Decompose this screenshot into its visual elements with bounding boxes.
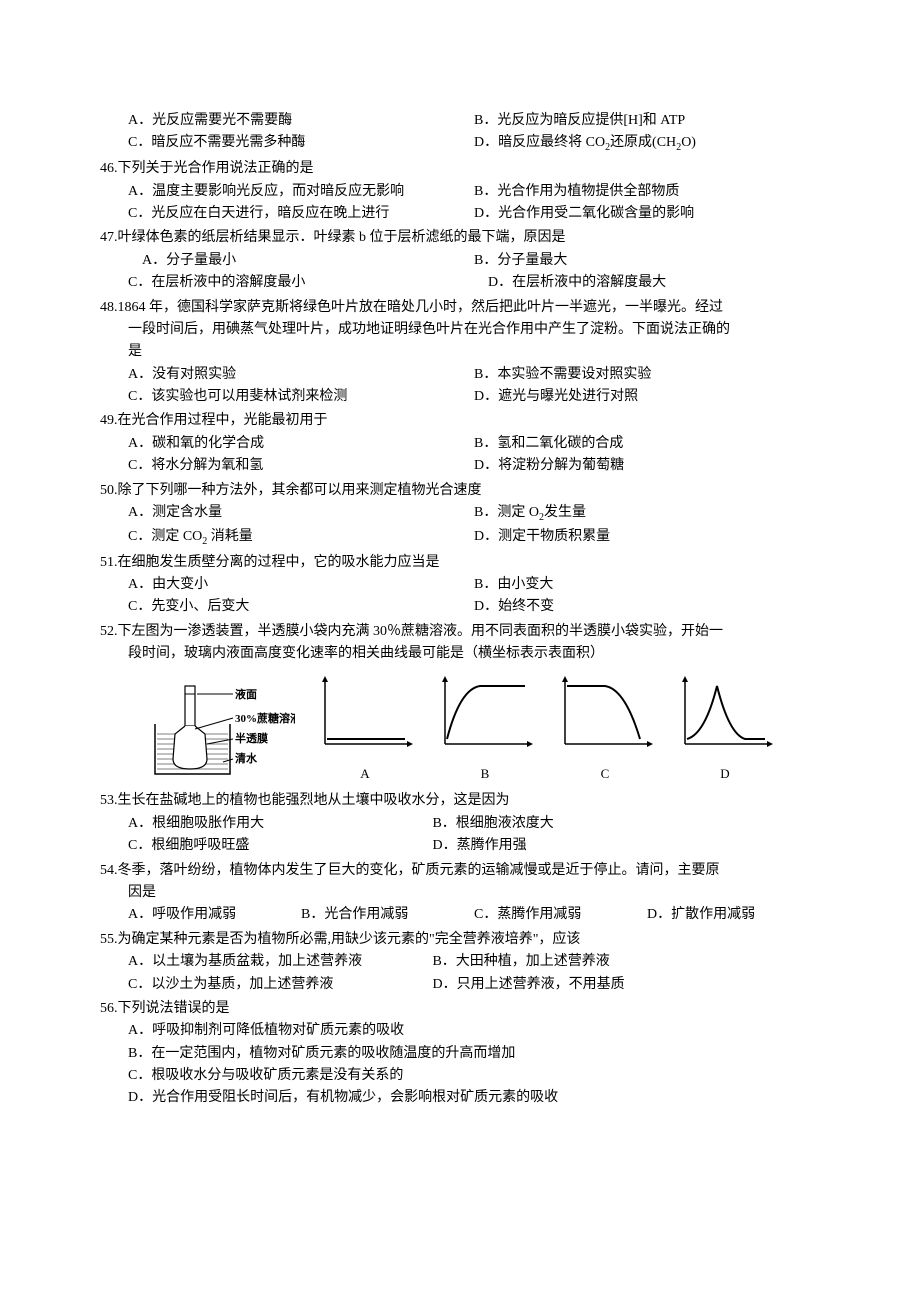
option-a: A．呼吸作用减弱 xyxy=(128,904,301,926)
option-a: A．温度主要影响光反应，而对暗反应无影响 xyxy=(128,181,474,203)
option-b: B．本实验不需要设对照实验 xyxy=(474,364,820,386)
question-text-cont: 是 xyxy=(100,341,820,363)
question-54: 54.冬季，落叶纷纷，植物体内发生了巨大的变化，矿质元素的运输减慢或是近于停止。… xyxy=(100,860,820,927)
option-d: D．将淀粉分解为葡萄糖 xyxy=(474,455,820,477)
option-d: D．蒸腾作用强 xyxy=(432,835,526,857)
chart-d: D xyxy=(675,674,775,785)
option-d: D．测定干物质积累量 xyxy=(474,526,820,550)
question-56: 56.下列说法错误的是 A．呼吸抑制剂可降低植物对矿质元素的吸收 B．在一定范围… xyxy=(100,998,820,1110)
question-text: 51.在细胞发生质壁分离的过程中，它的吸水能力应当是 xyxy=(100,552,820,574)
option-d: D．遮光与曝光处进行对照 xyxy=(474,386,820,408)
question-text: 56.下列说法错误的是 xyxy=(100,998,820,1020)
question-52: 52.下左图为一渗透装置，半透膜小袋内充满 30％蔗糖溶液。用不同表面积的半透膜… xyxy=(100,621,820,789)
option-d: D．扩散作用减弱 xyxy=(647,904,820,926)
option-d: D．只用上述营养液，不用基质 xyxy=(432,974,624,996)
question-48: 48.1864 年，德国科学家萨克斯将绿色叶片放在暗处几小时，然后把此叶片一半遮… xyxy=(100,297,820,409)
question-49: 49.在光合作用过程中，光能最初用于 A．碳和氧的化学合成 B．氢和二氧化碳的合… xyxy=(100,410,820,477)
option-a: A．分子量最小 xyxy=(128,250,474,272)
option-d: D．始终不变 xyxy=(474,596,820,618)
label-membrane: 半透膜 xyxy=(235,731,268,745)
question-text: 52.下左图为一渗透装置，半透膜小袋内充满 30％蔗糖溶液。用不同表面积的半透膜… xyxy=(100,621,820,643)
option-c: C．以沙土为基质，加上述营养液 xyxy=(128,974,432,996)
chart-c: C xyxy=(555,674,655,785)
question-text-cont: 因是 xyxy=(100,882,820,904)
option-b: B．光合作用为植物提供全部物质 xyxy=(474,181,820,203)
question-45: A．光反应需要光不需要酶 B．光反应为暗反应提供[H]和 ATP C．暗反应不需… xyxy=(100,110,820,156)
option-b: B．光合作用减弱 xyxy=(301,904,474,926)
question-text: 46.下列关于光合作用说法正确的是 xyxy=(100,158,820,180)
option-d: D．在层析液中的溶解度最大 xyxy=(474,272,820,294)
option-a: A．根细胞吸胀作用大 xyxy=(128,813,432,835)
option-c: C．光反应在白天进行，暗反应在晚上进行 xyxy=(128,203,474,225)
question-text: 50.除了下列哪一种方法外，其余都可以用来测定植物光合速度 xyxy=(100,480,820,502)
question-51: 51.在细胞发生质壁分离的过程中，它的吸水能力应当是 A．由大变小 B．由小变大… xyxy=(100,552,820,619)
chart-a: A xyxy=(315,674,415,785)
option-b: B．在一定范围内，植物对矿质元素的吸收随温度的升高而增加 xyxy=(128,1043,515,1065)
question-text: 53.生长在盐碱地上的植物也能强烈地从土壤中吸收水分，这是因为 xyxy=(100,790,820,812)
option-a: A．没有对照实验 xyxy=(128,364,474,386)
option-b: B．测定 O2发生量 xyxy=(474,502,820,526)
question-text: 47.叶绿体色素的纸层析结果显示．叶绿素 b 位于层析滤纸的最下端，原因是 xyxy=(100,227,820,249)
option-c: C．蒸腾作用减弱 xyxy=(474,904,647,926)
label-water: 清水 xyxy=(235,751,258,765)
question-text: 55.为确定某种元素是否为植物所必需,用缺少该元素的"完全营养液培养"，应该 xyxy=(100,929,820,951)
option-a: A．以土壤为基质盆栽，加上述营养液 xyxy=(128,951,432,973)
option-b: B．大田种植，加上述营养液 xyxy=(432,951,609,973)
question-text: 48.1864 年，德国科学家萨克斯将绿色叶片放在暗处几小时，然后把此叶片一半遮… xyxy=(100,297,820,319)
question-text-cont: 一段时间后，用碘蒸气处理叶片，成功地证明绿色叶片在光合作用中产生了淀粉。下面说法… xyxy=(100,319,820,341)
option-c: C．在层析液中的溶解度最小 xyxy=(128,272,474,294)
question-53: 53.生长在盐碱地上的植物也能强烈地从土壤中吸收水分，这是因为 A．根细胞吸胀作… xyxy=(100,790,820,857)
option-d: D．光合作用受阻长时间后，有机物减少，会影响根对矿质元素的吸收 xyxy=(128,1087,558,1109)
chart-label-d: D xyxy=(675,764,775,785)
option-c: C．先变小、后变大 xyxy=(128,596,474,618)
question-text: 54.冬季，落叶纷纷，植物体内发生了巨大的变化，矿质元素的运输减慢或是近于停止。… xyxy=(100,860,820,882)
question-50: 50.除了下列哪一种方法外，其余都可以用来测定植物光合速度 A．测定含水量 B．… xyxy=(100,480,820,550)
question-text: 49.在光合作用过程中，光能最初用于 xyxy=(100,410,820,432)
option-c: C．根吸收水分与吸收矿质元素是没有关系的 xyxy=(128,1065,403,1087)
question-46: 46.下列关于光合作用说法正确的是 A．温度主要影响光反应，而对暗反应无影响 B… xyxy=(100,158,820,225)
option-a: A．碳和氧的化学合成 xyxy=(128,433,474,455)
option-c: C．该实验也可以用斐林试剂来检测 xyxy=(128,386,474,408)
option-c: C．根细胞呼吸旺盛 xyxy=(128,835,432,857)
figure-row: 液面 30%蔗糖溶液 半透膜 清水 A xyxy=(100,666,820,789)
option-a: A．光反应需要光不需要酶 xyxy=(128,110,474,132)
chart-label-a: A xyxy=(315,764,415,785)
chart-b: B xyxy=(435,674,535,785)
option-b: B．根细胞液浓度大 xyxy=(432,813,553,835)
option-c: C．暗反应不需要光需多种酶 xyxy=(128,132,474,156)
option-b: B．光反应为暗反应提供[H]和 ATP xyxy=(474,110,820,132)
option-d: D．光合作用受二氧化碳含量的影响 xyxy=(474,203,820,225)
question-47: 47.叶绿体色素的纸层析结果显示．叶绿素 b 位于层析滤纸的最下端，原因是 A．… xyxy=(100,227,820,294)
option-d: D．暗反应最终将 CO2还原成(CH2O) xyxy=(474,132,820,156)
label-sucrose: 30%蔗糖溶液 xyxy=(235,711,295,725)
option-b: B．由小变大 xyxy=(474,574,820,596)
option-b: B．分子量最大 xyxy=(474,250,820,272)
option-b: B．氢和二氧化碳的合成 xyxy=(474,433,820,455)
option-a: A．测定含水量 xyxy=(128,502,474,526)
option-a: A．由大变小 xyxy=(128,574,474,596)
osmosis-apparatus-diagram: 液面 30%蔗糖溶液 半透膜 清水 xyxy=(145,684,295,784)
option-c: C．将水分解为氧和氢 xyxy=(128,455,474,477)
label-liquid: 液面 xyxy=(235,687,257,701)
question-text-cont: 段时间，玻璃内液面高度变化速率的相关曲线最可能是（横坐标表示表面积） xyxy=(100,643,820,665)
question-55: 55.为确定某种元素是否为植物所必需,用缺少该元素的"完全营养液培养"，应该 A… xyxy=(100,929,820,996)
option-c: C．测定 CO2 消耗量 xyxy=(128,526,474,550)
chart-label-c: C xyxy=(555,764,655,785)
chart-label-b: B xyxy=(435,764,535,785)
option-a: A．呼吸抑制剂可降低植物对矿质元素的吸收 xyxy=(128,1020,404,1042)
